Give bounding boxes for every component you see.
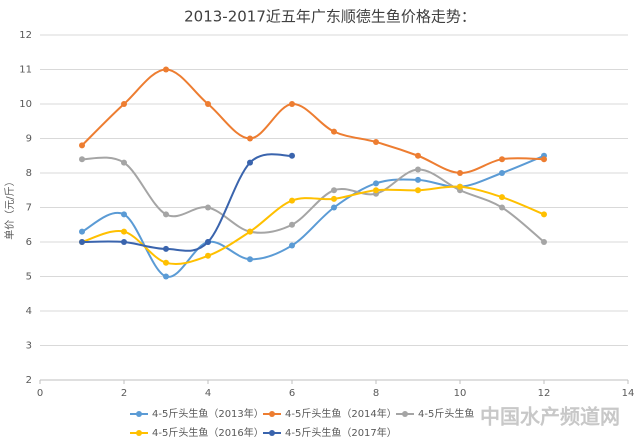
point — [247, 135, 253, 142]
point — [331, 195, 337, 202]
x-tick-label: 8 — [373, 388, 379, 399]
point — [415, 166, 421, 173]
point — [79, 239, 85, 245]
point — [289, 101, 295, 107]
point — [541, 239, 547, 245]
chart-title: 2013-2017近五年广东顺德生鱼价格走势： — [184, 8, 476, 26]
legend-label: 4-5斤头生鱼 — [418, 407, 474, 420]
point — [205, 101, 211, 107]
point — [205, 252, 211, 259]
point — [373, 187, 379, 194]
point — [121, 228, 127, 235]
x-tick-label: 4 — [205, 388, 211, 399]
point — [121, 239, 127, 245]
y-tick-label: 5 — [26, 272, 32, 283]
x-tick-label: 0 — [37, 388, 43, 399]
point — [121, 159, 127, 166]
point — [499, 194, 505, 201]
point — [499, 156, 505, 163]
point — [373, 138, 379, 145]
y-tick-label: 3 — [26, 341, 32, 352]
y-tick-label: 4 — [26, 306, 32, 317]
x-tick-label: 14 — [622, 388, 635, 399]
y-tick-label: 2 — [26, 375, 32, 386]
point — [163, 211, 169, 218]
point — [121, 101, 127, 107]
x-tick-label: 12 — [538, 388, 551, 399]
y-tick-label: 7 — [26, 203, 32, 214]
point — [163, 259, 169, 266]
point — [163, 273, 169, 280]
point — [331, 204, 337, 211]
point — [121, 211, 127, 218]
x-tick-label: 10 — [454, 388, 467, 399]
point — [247, 228, 253, 235]
legend-label: 4-5斤头生鱼（2016年） — [152, 426, 264, 439]
point — [331, 187, 337, 194]
legend-marker — [402, 411, 408, 417]
legend-marker — [136, 430, 142, 436]
legend-marker — [269, 430, 275, 436]
point — [541, 156, 547, 163]
point — [79, 228, 85, 235]
point — [415, 152, 421, 159]
x-tick-label: 2 — [121, 388, 127, 399]
legend-marker — [136, 411, 142, 417]
legend-marker — [269, 411, 275, 417]
point — [499, 204, 505, 211]
point — [541, 211, 547, 218]
point — [373, 180, 379, 187]
point — [499, 170, 505, 176]
point — [79, 142, 85, 149]
point — [79, 156, 85, 163]
point — [415, 187, 421, 194]
legend-label: 4-5斤头生鱼（2014年） — [285, 407, 397, 420]
legend-label: 4-5斤头生鱼（2013年） — [152, 407, 264, 420]
y-tick-label: 10 — [19, 99, 32, 110]
point — [163, 245, 169, 252]
point — [457, 170, 463, 176]
y-tick-label: 12 — [19, 30, 32, 41]
legend-label: 4-5斤头生鱼（2017年） — [285, 426, 397, 439]
y-tick-label: 11 — [19, 65, 32, 76]
point — [289, 197, 295, 204]
y-tick-label: 9 — [26, 134, 32, 145]
series-line — [81, 185, 545, 266]
y-axis-label: 单价（元/斤） — [4, 176, 16, 239]
point — [457, 183, 463, 190]
y-tick-label: 6 — [26, 237, 32, 248]
point — [415, 176, 421, 183]
point — [163, 66, 169, 73]
point — [331, 128, 337, 135]
point — [289, 152, 295, 159]
point — [289, 242, 295, 249]
watermark: 中国水产频道网 — [480, 405, 620, 429]
x-tick-label: 6 — [289, 388, 295, 399]
point — [247, 159, 253, 166]
y-tick-label: 8 — [26, 168, 32, 179]
point — [205, 239, 211, 245]
point — [205, 204, 211, 211]
point — [247, 256, 253, 263]
point — [289, 221, 295, 228]
